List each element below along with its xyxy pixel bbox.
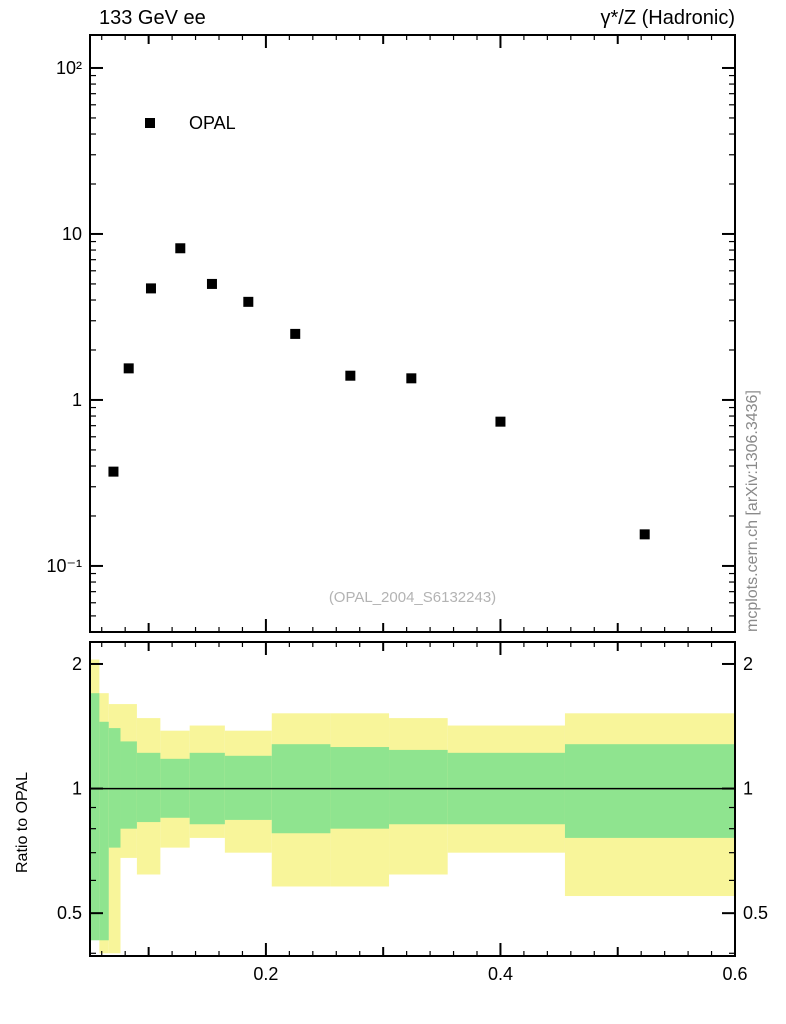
ratio-tick-label-right: 2 — [743, 654, 753, 674]
data-point — [123, 363, 134, 374]
data-point — [495, 416, 506, 427]
band-inner — [564, 744, 735, 838]
legend-marker — [145, 118, 155, 128]
watermark: (OPAL_2004_S6132243) — [328, 589, 497, 606]
ratio-frame — [89, 641, 736, 957]
panel-title-right: γ*/Z (Hadronic) — [600, 7, 735, 29]
legend-label: OPAL — [189, 113, 236, 133]
data-point — [290, 328, 301, 339]
data-point — [345, 370, 356, 381]
panel-title-left: 133 GeV ee — [99, 7, 206, 29]
x-tick-label: 0.2 — [253, 964, 278, 984]
band-inner — [90, 693, 100, 941]
attribution: mcplots.cern.ch [arXiv:1306.3436] — [744, 390, 761, 632]
band-inner — [99, 721, 109, 941]
x-tick-label: 0.6 — [722, 964, 747, 984]
data-point — [639, 529, 650, 540]
data-point — [243, 296, 254, 307]
x-tick-label: 0.4 — [488, 964, 513, 984]
ratio-axis-label: Ratio to OPAL — [14, 771, 31, 873]
ratio-tick-label-right: 0.5 — [743, 903, 768, 923]
y-tick-label: 10⁻¹ — [46, 556, 82, 576]
ratio-tick-label-left: 0.5 — [57, 903, 82, 923]
main-frame — [89, 34, 736, 633]
y-tick-label: 10 — [62, 224, 82, 244]
band-inner — [389, 749, 448, 825]
data-point — [108, 466, 119, 477]
data-point — [406, 373, 417, 384]
band-inner — [136, 752, 161, 823]
band-inner — [120, 741, 137, 829]
ratio-tick-label-left: 2 — [72, 654, 82, 674]
y-tick-label: 1 — [72, 390, 82, 410]
data-point — [206, 278, 217, 289]
y-tick-label: 10² — [56, 58, 82, 78]
data-point — [175, 243, 186, 254]
ratio-tick-label-left: 1 — [72, 779, 82, 799]
data-point — [145, 283, 156, 294]
ratio-tick-label-right: 1 — [743, 779, 753, 799]
